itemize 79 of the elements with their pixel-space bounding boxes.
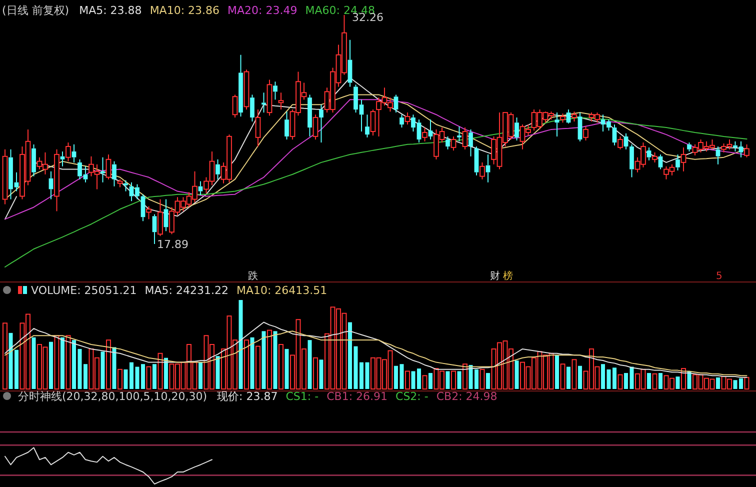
bar bbox=[284, 348, 289, 389]
bar bbox=[49, 342, 53, 389]
bar bbox=[560, 364, 566, 390]
bar bbox=[652, 373, 658, 390]
bar bbox=[198, 362, 202, 389]
bar bbox=[244, 340, 249, 390]
bar bbox=[308, 340, 312, 389]
bar bbox=[60, 337, 64, 389]
bar bbox=[106, 340, 111, 390]
annotation: 32.26 bbox=[352, 11, 384, 24]
text: 财 bbox=[490, 270, 500, 282]
bar bbox=[601, 364, 605, 389]
text: 跌 bbox=[248, 270, 258, 282]
bar bbox=[118, 368, 122, 390]
bar bbox=[658, 372, 662, 389]
bar bbox=[273, 331, 278, 389]
bar bbox=[146, 366, 152, 390]
bar bbox=[2, 322, 8, 390]
text: CB2: 24.98 bbox=[436, 390, 498, 403]
text: MA10: 26413.51 bbox=[236, 284, 328, 297]
bar bbox=[365, 362, 370, 389]
bar bbox=[624, 372, 628, 389]
bar bbox=[319, 360, 324, 389]
text: 现价: 23.87 bbox=[217, 390, 278, 403]
bar bbox=[687, 371, 692, 389]
bar bbox=[348, 322, 352, 389]
bar bbox=[250, 337, 254, 389]
text: 榜 bbox=[503, 270, 513, 282]
bar bbox=[566, 366, 570, 389]
bar bbox=[572, 359, 577, 390]
bar bbox=[278, 344, 284, 390]
bar bbox=[716, 377, 720, 389]
bar bbox=[647, 372, 651, 389]
text: MA5: 24231.22 bbox=[144, 284, 228, 297]
bar bbox=[451, 370, 456, 390]
bar bbox=[152, 364, 156, 389]
bar bbox=[457, 371, 462, 389]
text: CS1: - bbox=[286, 390, 319, 403]
bar bbox=[676, 376, 680, 389]
bar bbox=[267, 330, 272, 390]
text: MA20: 23.49 bbox=[228, 4, 298, 17]
legend-label: VOLUME: 25051.21 bbox=[31, 284, 137, 297]
bar bbox=[630, 366, 634, 389]
text: MA10: 23.86 bbox=[150, 4, 220, 17]
text: MA5: 23.88 bbox=[79, 4, 142, 17]
bar bbox=[681, 368, 686, 390]
bar bbox=[744, 376, 750, 390]
bar bbox=[514, 360, 519, 389]
bar bbox=[158, 352, 163, 390]
bar bbox=[394, 366, 398, 389]
bar bbox=[54, 335, 60, 390]
bar bbox=[486, 372, 490, 389]
annotation: 17.89 bbox=[157, 238, 188, 251]
bar bbox=[164, 358, 168, 389]
bar bbox=[446, 371, 450, 389]
bar bbox=[216, 356, 220, 389]
text: CS2: - bbox=[396, 390, 428, 403]
chart-title: 分时神线(20,32,80,100,5,10,20,30) bbox=[18, 390, 208, 403]
bar bbox=[428, 372, 432, 389]
bar bbox=[400, 364, 404, 389]
bar bbox=[256, 346, 260, 390]
bar bbox=[578, 366, 582, 389]
text: CB1: 26.91 bbox=[326, 390, 388, 403]
bar bbox=[238, 300, 243, 389]
text: 5 bbox=[716, 271, 722, 282]
bar bbox=[462, 364, 468, 390]
bar bbox=[112, 347, 116, 389]
bar bbox=[618, 374, 623, 390]
bar bbox=[66, 335, 71, 390]
bar bbox=[313, 357, 318, 390]
bar bbox=[100, 352, 105, 389]
bar bbox=[480, 368, 485, 390]
bar bbox=[422, 375, 428, 390]
bar bbox=[555, 355, 559, 389]
bar bbox=[262, 331, 266, 389]
chart-title: (日线 前复权) bbox=[2, 4, 70, 17]
bar bbox=[32, 337, 36, 389]
bar bbox=[405, 370, 410, 390]
bar bbox=[72, 340, 76, 389]
